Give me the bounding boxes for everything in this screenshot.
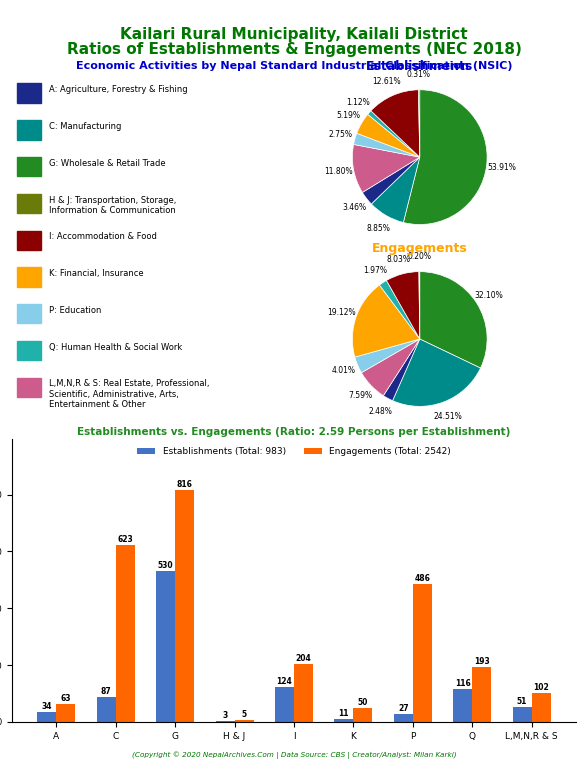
Text: 5: 5 bbox=[242, 710, 247, 720]
Text: 1.12%: 1.12% bbox=[346, 98, 370, 108]
Legend: Establishments (Total: 983), Engagements (Total: 2542): Establishments (Total: 983), Engagements… bbox=[133, 444, 455, 460]
Text: 63: 63 bbox=[61, 694, 71, 703]
Bar bbox=[275, 687, 294, 722]
Wedge shape bbox=[362, 339, 420, 396]
Text: 11.80%: 11.80% bbox=[325, 167, 353, 177]
Wedge shape bbox=[352, 285, 420, 357]
Bar bbox=[16, 341, 41, 360]
Bar bbox=[294, 664, 313, 722]
Text: L,M,N,R & S: Real Estate, Professional,
Scientific, Administrative, Arts,
Entert: L,M,N,R & S: Real Estate, Professional, … bbox=[49, 379, 209, 409]
Wedge shape bbox=[371, 90, 420, 157]
Text: 1.97%: 1.97% bbox=[363, 266, 387, 275]
Bar bbox=[394, 714, 413, 722]
Text: 193: 193 bbox=[474, 657, 490, 666]
Bar bbox=[235, 720, 253, 722]
Text: 5.19%: 5.19% bbox=[337, 111, 360, 121]
Bar bbox=[16, 84, 41, 103]
Text: 102: 102 bbox=[533, 683, 549, 692]
Bar bbox=[16, 121, 41, 140]
Wedge shape bbox=[393, 339, 480, 406]
Text: 19.12%: 19.12% bbox=[328, 308, 356, 317]
Text: 24.51%: 24.51% bbox=[434, 412, 463, 421]
Text: 53.91%: 53.91% bbox=[487, 163, 516, 172]
Text: Ratios of Establishments & Engagements (NEC 2018): Ratios of Establishments & Engagements (… bbox=[66, 42, 522, 58]
Text: 11: 11 bbox=[339, 709, 349, 717]
Bar bbox=[156, 571, 175, 722]
Text: 12.61%: 12.61% bbox=[372, 78, 401, 87]
Bar bbox=[16, 267, 41, 286]
Wedge shape bbox=[383, 339, 420, 401]
Title: Establishments vs. Engagements (Ratio: 2.59 Persons per Establishment): Establishments vs. Engagements (Ratio: 2… bbox=[77, 427, 511, 437]
Wedge shape bbox=[368, 111, 420, 157]
Text: 7.59%: 7.59% bbox=[348, 391, 372, 400]
Bar bbox=[175, 490, 194, 722]
Wedge shape bbox=[419, 90, 420, 157]
Bar bbox=[353, 707, 372, 722]
Title: Establishments: Establishments bbox=[366, 60, 473, 73]
Text: Q: Human Health & Social Work: Q: Human Health & Social Work bbox=[49, 343, 182, 352]
Bar bbox=[16, 230, 41, 250]
Text: Economic Activities by Nepal Standard Industrial Classification (NSIC): Economic Activities by Nepal Standard In… bbox=[76, 61, 512, 71]
Wedge shape bbox=[355, 339, 420, 372]
Text: 204: 204 bbox=[296, 654, 312, 663]
Text: K: Financial, Insurance: K: Financial, Insurance bbox=[49, 269, 143, 278]
Text: (Copyright © 2020 NepalArchives.Com | Data Source: CBS | Creator/Analyst: Milan : (Copyright © 2020 NepalArchives.Com | Da… bbox=[132, 751, 456, 759]
Text: 2.48%: 2.48% bbox=[369, 407, 393, 416]
Text: 2.75%: 2.75% bbox=[329, 131, 353, 139]
Wedge shape bbox=[357, 114, 420, 157]
Text: I: Accommodation & Food: I: Accommodation & Food bbox=[49, 233, 156, 241]
Bar bbox=[472, 667, 491, 722]
Text: 623: 623 bbox=[118, 535, 133, 544]
Text: 8.85%: 8.85% bbox=[367, 223, 390, 233]
Bar bbox=[16, 378, 41, 397]
Text: 116: 116 bbox=[455, 679, 470, 688]
Text: A: Agriculture, Forestry & Fishing: A: Agriculture, Forestry & Fishing bbox=[49, 85, 187, 94]
Text: 0.20%: 0.20% bbox=[407, 253, 431, 261]
Text: Kailari Rural Municipality, Kailali District: Kailari Rural Municipality, Kailali Dist… bbox=[120, 27, 468, 42]
Text: 51: 51 bbox=[517, 697, 527, 707]
Text: 3.46%: 3.46% bbox=[343, 203, 367, 212]
Bar bbox=[413, 584, 432, 722]
Bar bbox=[513, 707, 532, 722]
Bar bbox=[532, 693, 550, 722]
Bar bbox=[453, 689, 472, 722]
Text: P: Education: P: Education bbox=[49, 306, 101, 315]
Text: C: Manufacturing: C: Manufacturing bbox=[49, 122, 121, 131]
Text: 816: 816 bbox=[177, 480, 193, 489]
Bar bbox=[38, 712, 56, 722]
Wedge shape bbox=[362, 157, 420, 204]
Text: 32.10%: 32.10% bbox=[475, 291, 504, 300]
Wedge shape bbox=[419, 272, 420, 339]
Bar bbox=[56, 704, 75, 722]
Text: 34: 34 bbox=[42, 702, 52, 711]
Wedge shape bbox=[352, 144, 420, 193]
Text: 8.03%: 8.03% bbox=[386, 255, 410, 264]
Bar bbox=[16, 304, 41, 323]
Wedge shape bbox=[386, 272, 420, 339]
Bar bbox=[97, 697, 116, 722]
Bar bbox=[16, 157, 41, 177]
Wedge shape bbox=[372, 157, 420, 223]
Bar bbox=[335, 719, 353, 722]
Text: H & J: Transportation, Storage,
Information & Communication: H & J: Transportation, Storage, Informat… bbox=[49, 196, 176, 215]
Text: 486: 486 bbox=[415, 574, 430, 583]
Bar bbox=[116, 545, 135, 722]
Wedge shape bbox=[353, 134, 420, 157]
Text: 124: 124 bbox=[276, 677, 292, 686]
Bar bbox=[16, 194, 41, 213]
Text: G: Wholesale & Retail Trade: G: Wholesale & Retail Trade bbox=[49, 159, 165, 167]
Text: 50: 50 bbox=[358, 697, 368, 707]
Wedge shape bbox=[403, 90, 487, 224]
Text: 87: 87 bbox=[101, 687, 112, 696]
Text: 27: 27 bbox=[398, 704, 409, 713]
Bar bbox=[216, 721, 235, 722]
Wedge shape bbox=[379, 280, 420, 339]
Text: 530: 530 bbox=[158, 561, 173, 570]
Wedge shape bbox=[420, 272, 487, 368]
Title: Engagements: Engagements bbox=[372, 242, 467, 255]
Text: 3: 3 bbox=[222, 711, 228, 720]
Text: 4.01%: 4.01% bbox=[332, 366, 356, 376]
Text: 0.31%: 0.31% bbox=[407, 71, 431, 79]
